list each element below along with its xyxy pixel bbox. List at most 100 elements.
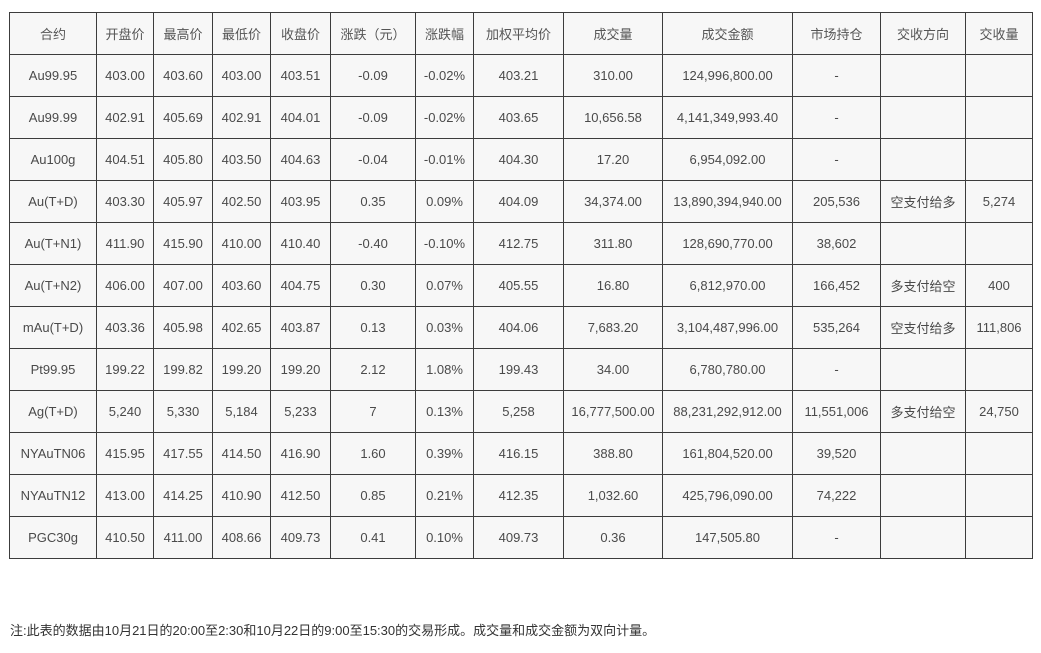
cell-vwap: 403.65	[473, 96, 564, 139]
cell-change: 7	[330, 390, 416, 433]
cell-contract: Au99.95	[9, 54, 97, 97]
column-header-delivery-volume: 交收量	[965, 12, 1033, 55]
cell-open: 406.00	[96, 264, 154, 307]
cell-change: 0.30	[330, 264, 416, 307]
cell-delivery-volume	[965, 516, 1033, 559]
cell-change: 0.13	[330, 306, 416, 349]
cell-change: 0.41	[330, 516, 416, 559]
cell-delivery-direction	[880, 432, 966, 475]
cell-open: 199.22	[96, 348, 154, 391]
cell-turnover: 6,812,970.00	[662, 264, 793, 307]
cell-change: -0.09	[330, 54, 416, 97]
cell-volume: 7,683.20	[563, 306, 663, 349]
cell-delivery-direction: 空支付给多	[880, 306, 966, 349]
cell-change: 0.85	[330, 474, 416, 517]
cell-contract: Pt99.95	[9, 348, 97, 391]
cell-low: 402.65	[212, 306, 271, 349]
cell-turnover: 128,690,770.00	[662, 222, 793, 265]
cell-turnover: 3,104,487,996.00	[662, 306, 793, 349]
cell-open-interest: -	[792, 96, 881, 139]
cell-open: 404.51	[96, 138, 154, 181]
cell-close: 412.50	[270, 474, 331, 517]
cell-contract: mAu(T+D)	[9, 306, 97, 349]
cell-open-interest: 39,520	[792, 432, 881, 475]
cell-contract: Au99.99	[9, 96, 97, 139]
cell-delivery-volume	[965, 96, 1033, 139]
table-row: Au(T+D) 403.30 405.97 402.50 403.95 0.35 0.09%…	[9, 180, 1033, 223]
cell-high: 405.69	[153, 96, 213, 139]
cell-close: 199.20	[270, 348, 331, 391]
cell-vwap: 199.43	[473, 348, 564, 391]
cell-contract: Au(T+N2)	[9, 264, 97, 307]
cell-vwap: 412.75	[473, 222, 564, 265]
cell-delivery-direction	[880, 348, 966, 391]
cell-volume: 1,032.60	[563, 474, 663, 517]
cell-turnover: 161,804,520.00	[662, 432, 793, 475]
cell-turnover: 4,141,349,993.40	[662, 96, 793, 139]
cell-low: 410.00	[212, 222, 271, 265]
cell-high: 415.90	[153, 222, 213, 265]
cell-delivery-volume: 5,274	[965, 180, 1033, 223]
cell-volume: 34.00	[563, 348, 663, 391]
table-row: NYAuTN06 415.95 417.55 414.50 416.90 1.60 0.39…	[9, 432, 1033, 475]
column-header-contract: 合约	[9, 12, 97, 55]
cell-change: 2.12	[330, 348, 416, 391]
column-header-open: 开盘价	[96, 12, 154, 55]
cell-high: 417.55	[153, 432, 213, 475]
cell-open: 402.91	[96, 96, 154, 139]
cell-high: 403.60	[153, 54, 213, 97]
cell-vwap: 416.15	[473, 432, 564, 475]
cell-close: 404.01	[270, 96, 331, 139]
cell-high: 405.98	[153, 306, 213, 349]
cell-change-pct: 0.03%	[415, 306, 474, 349]
cell-open: 403.30	[96, 180, 154, 223]
cell-open: 5,240	[96, 390, 154, 433]
cell-low: 199.20	[212, 348, 271, 391]
cell-open-interest: 205,536	[792, 180, 881, 223]
table-row: Au(T+N2) 406.00 407.00 403.60 404.75 0.30 0.07…	[9, 264, 1033, 307]
cell-high: 414.25	[153, 474, 213, 517]
cell-delivery-direction: 多支付给空	[880, 264, 966, 307]
cell-vwap: 404.30	[473, 138, 564, 181]
cell-open-interest: -	[792, 516, 881, 559]
cell-vwap: 412.35	[473, 474, 564, 517]
cell-low: 408.66	[212, 516, 271, 559]
cell-delivery-direction	[880, 54, 966, 97]
cell-contract: NYAuTN06	[9, 432, 97, 475]
cell-turnover: 88,231,292,912.00	[662, 390, 793, 433]
cell-change: -0.09	[330, 96, 416, 139]
cell-volume: 34,374.00	[563, 180, 663, 223]
cell-open-interest: 166,452	[792, 264, 881, 307]
cell-open: 415.95	[96, 432, 154, 475]
cell-open-interest: -	[792, 348, 881, 391]
cell-delivery-volume	[965, 348, 1033, 391]
table-row: Au99.99 402.91 405.69 402.91 404.01 -0.09 -0.0…	[9, 96, 1033, 139]
cell-change: -0.40	[330, 222, 416, 265]
cell-high: 199.82	[153, 348, 213, 391]
cell-high: 407.00	[153, 264, 213, 307]
cell-open-interest: 535,264	[792, 306, 881, 349]
cell-delivery-direction	[880, 474, 966, 517]
column-header-volume: 成交量	[563, 12, 663, 55]
cell-volume: 311.80	[563, 222, 663, 265]
cell-volume: 17.20	[563, 138, 663, 181]
cell-delivery-direction	[880, 96, 966, 139]
cell-contract: Au(T+D)	[9, 180, 97, 223]
cell-close: 404.75	[270, 264, 331, 307]
table-row: Au(T+N1) 411.90 415.90 410.00 410.40 -0.40 -0.…	[9, 222, 1033, 265]
cell-close: 403.51	[270, 54, 331, 97]
cell-open-interest: -	[792, 138, 881, 181]
cell-delivery-volume: 24,750	[965, 390, 1033, 433]
cell-volume: 16,777,500.00	[563, 390, 663, 433]
cell-delivery-volume: 111,806	[965, 306, 1033, 349]
cell-change: 1.60	[330, 432, 416, 475]
cell-close: 410.40	[270, 222, 331, 265]
cell-volume: 10,656.58	[563, 96, 663, 139]
cell-open: 403.00	[96, 54, 154, 97]
table-row: mAu(T+D) 403.36 405.98 402.65 403.87 0.13 0.03…	[9, 306, 1033, 349]
cell-delivery-direction: 多支付给空	[880, 390, 966, 433]
cell-delivery-volume	[965, 222, 1033, 265]
cell-low: 402.91	[212, 96, 271, 139]
cell-turnover: 13,890,394,940.00	[662, 180, 793, 223]
cell-turnover: 147,505.80	[662, 516, 793, 559]
